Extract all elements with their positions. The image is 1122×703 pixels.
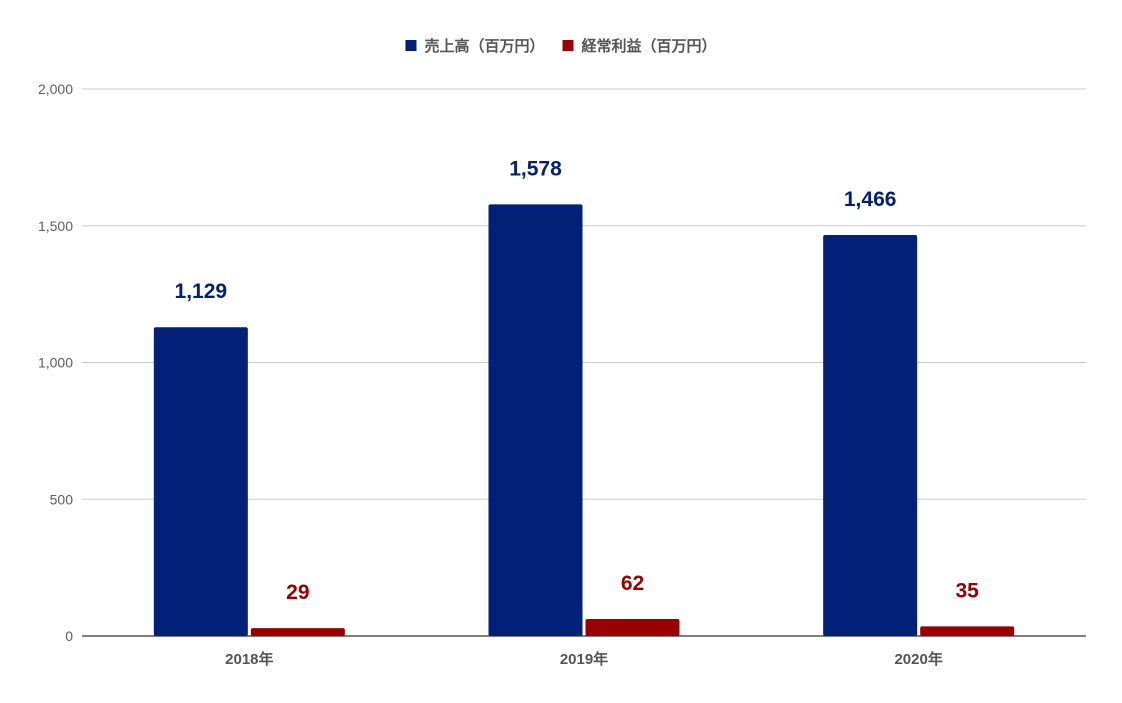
x-tick-label: 2019年 bbox=[560, 650, 608, 668]
x-tick-label: 2020年 bbox=[894, 650, 942, 668]
data-label-series1-2: 1,578 bbox=[509, 157, 562, 180]
y-tick-label: 1,500 bbox=[38, 218, 73, 234]
x-tick-label: 2018年 bbox=[225, 650, 273, 668]
legend-swatch bbox=[562, 40, 574, 51]
bar-series1-1[interactable] bbox=[153, 327, 248, 636]
legend-item-series2[interactable]: 経常利益（百万円） bbox=[562, 37, 717, 55]
data-label-series2-1: 29 bbox=[286, 581, 309, 604]
data-label-series1-1: 1,129 bbox=[175, 280, 228, 303]
legend-label: 経常利益（百万円） bbox=[582, 37, 717, 55]
legend-item-series1[interactable]: 売上高（百万円） bbox=[405, 37, 545, 55]
data-label-series1-3: 1,466 bbox=[844, 188, 897, 211]
y-tick-label: 500 bbox=[50, 491, 74, 507]
bar-series2-3[interactable] bbox=[920, 626, 1015, 636]
legend-swatch bbox=[405, 40, 417, 51]
data-labels: 1,129 29 1,578 62 1,466 35 bbox=[175, 157, 980, 604]
data-label-series2-2: 62 bbox=[621, 572, 644, 595]
bar-series2-2[interactable] bbox=[585, 619, 680, 636]
legend-label: 売上高（百万円） bbox=[424, 37, 544, 55]
legend[interactable]: 売上高（百万円） 経常利益（百万円） bbox=[405, 37, 717, 55]
bar-series1-3[interactable] bbox=[823, 235, 918, 636]
bar-series2-1[interactable] bbox=[250, 628, 345, 636]
gridlines bbox=[82, 88, 1086, 637]
bar-series1-2[interactable] bbox=[488, 204, 583, 637]
y-tick-label: 1,000 bbox=[38, 355, 73, 371]
data-label-series2-3: 35 bbox=[955, 579, 979, 602]
x-axis-tick-labels: 2018年 2019年 2020年 bbox=[225, 650, 943, 668]
bars bbox=[153, 204, 1015, 637]
y-tick-label: 2,000 bbox=[38, 81, 73, 97]
y-tick-label: 0 bbox=[65, 628, 73, 644]
y-axis-tick-labels: 0 500 1,000 1,500 2,000 bbox=[38, 81, 73, 644]
